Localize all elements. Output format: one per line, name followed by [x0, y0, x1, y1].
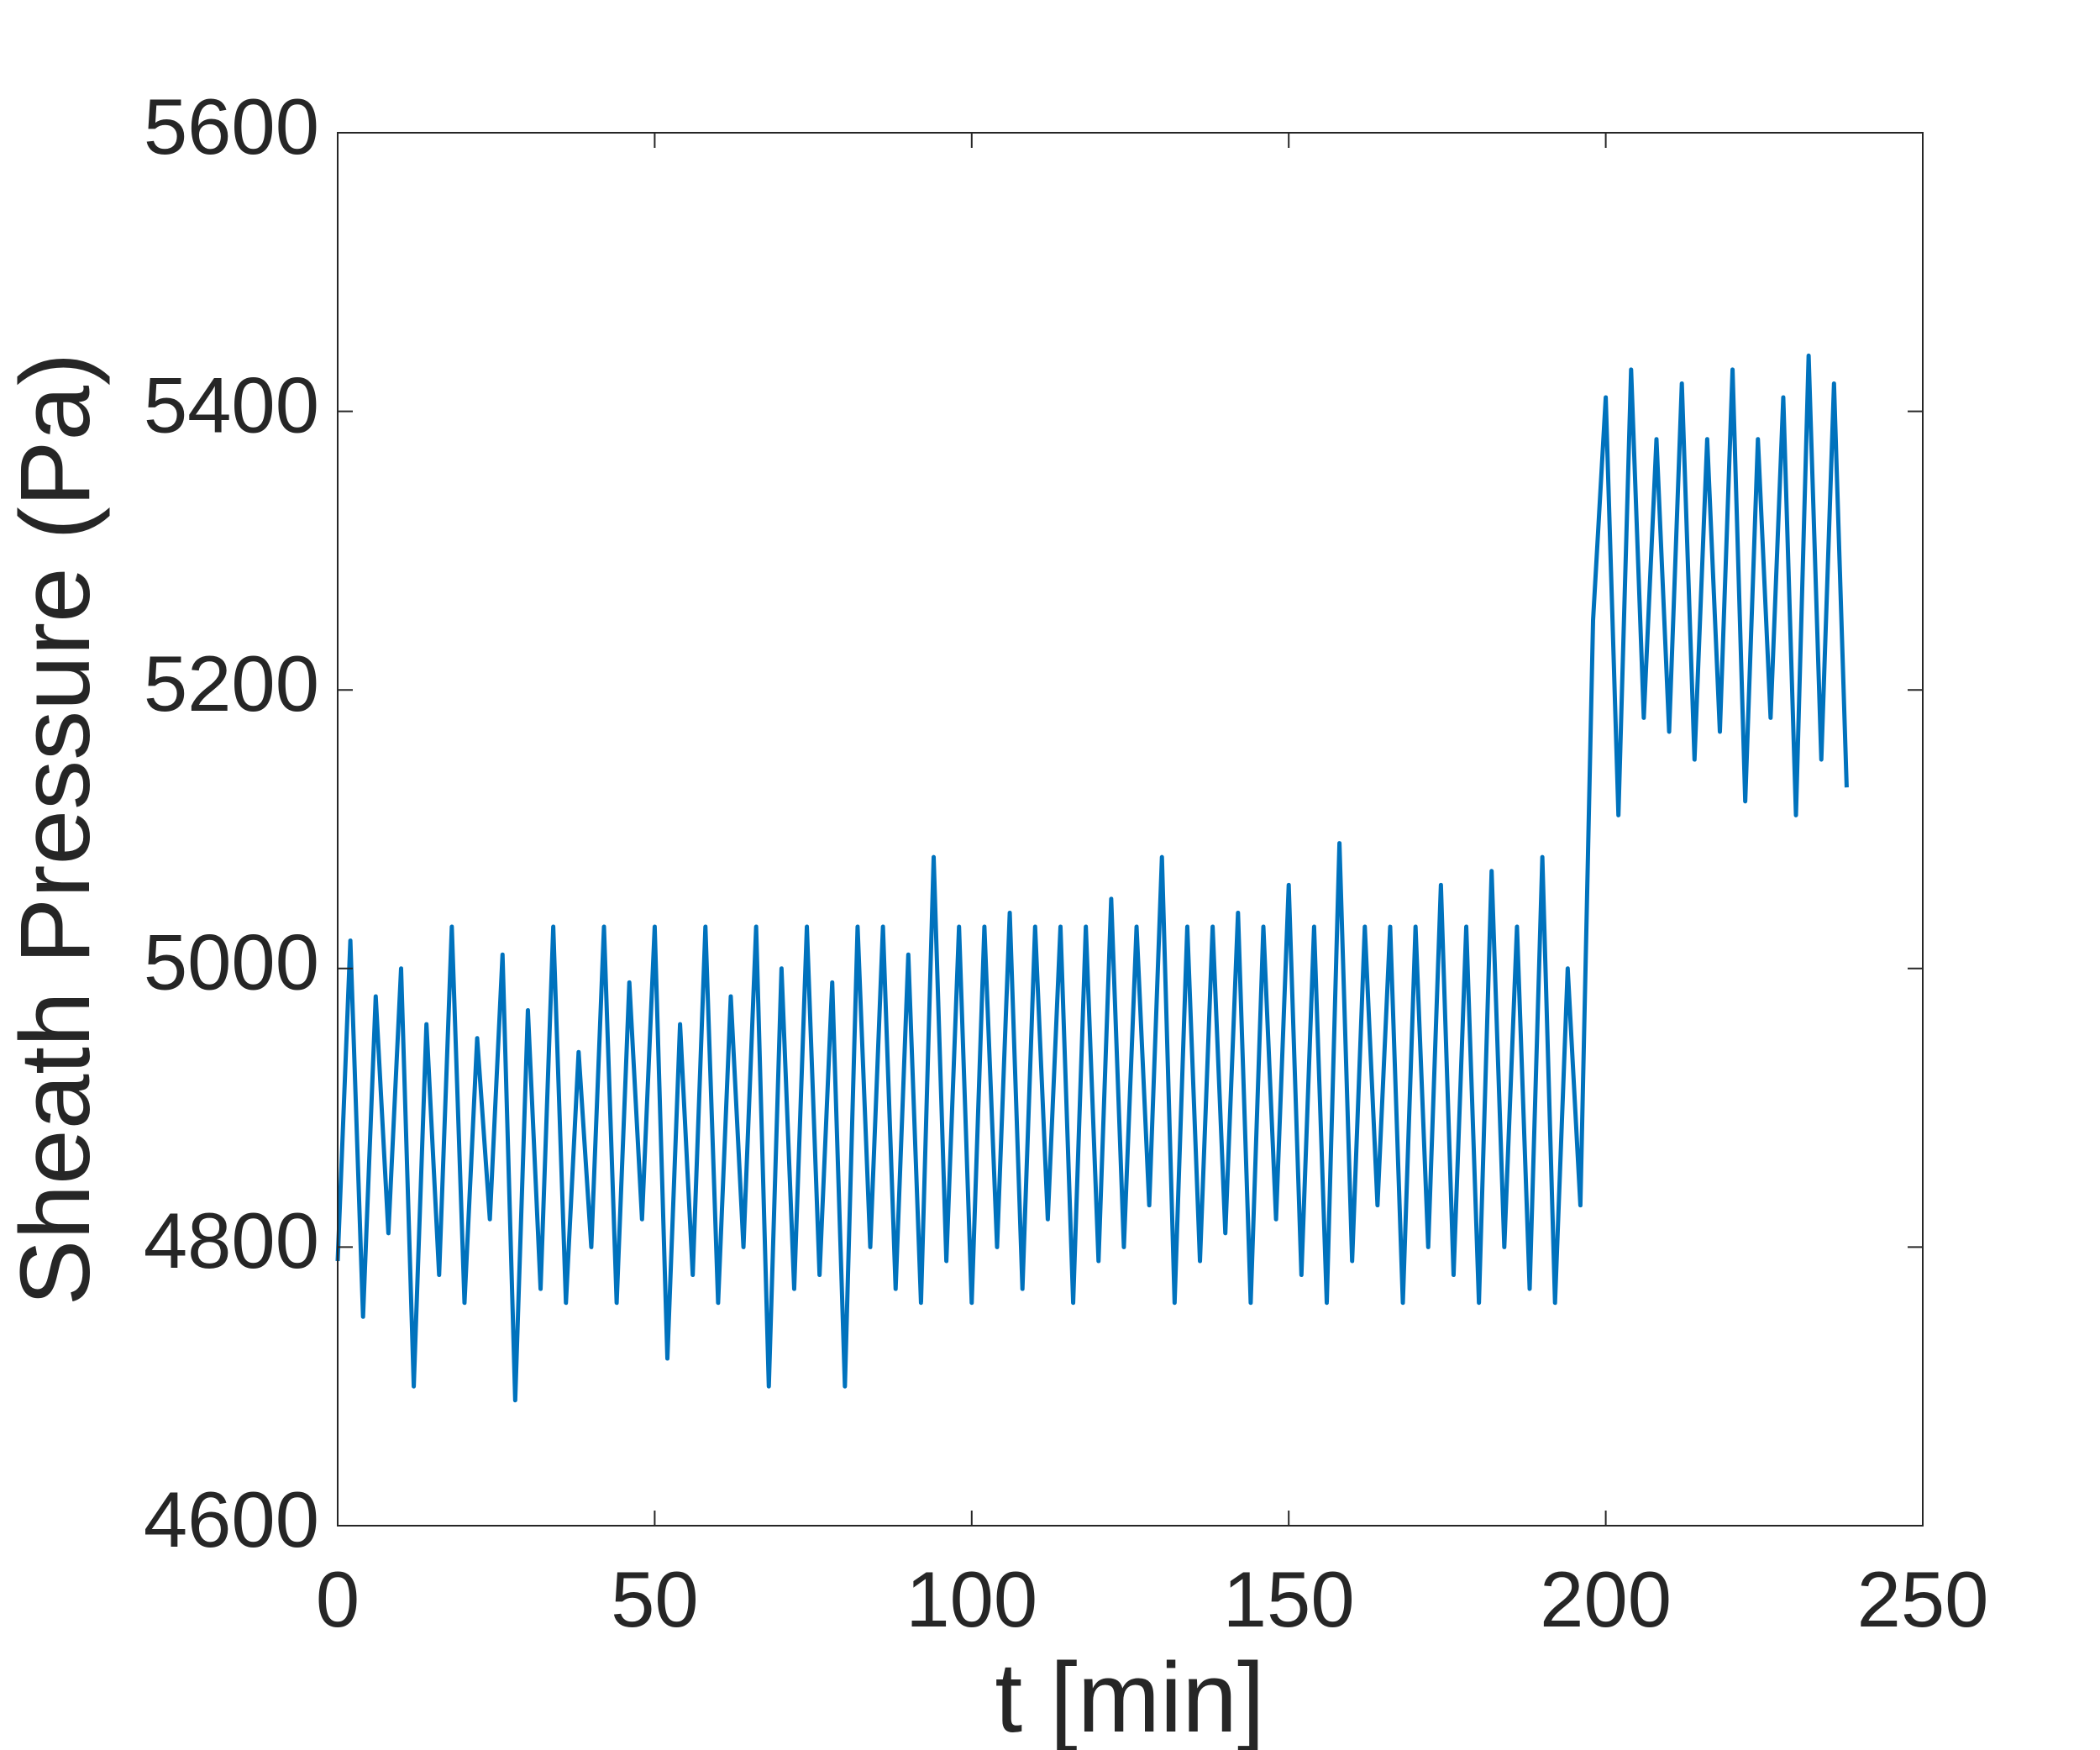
x-tick-label: 200	[1540, 1555, 1672, 1643]
y-tick-label: 5600	[144, 82, 319, 171]
y-tick-label: 4800	[144, 1196, 319, 1285]
y-tick-label: 5400	[144, 360, 319, 449]
x-tick-label: 0	[316, 1555, 360, 1643]
data-line	[335, 353, 1849, 1403]
y-tick-label: 5200	[144, 639, 319, 728]
plot-frame	[337, 132, 1924, 1527]
y-tick-label: 4600	[144, 1475, 319, 1563]
x-tick-label: 50	[611, 1555, 699, 1643]
x-tick-label: 100	[906, 1555, 1037, 1643]
x-tick-label: 150	[1223, 1555, 1355, 1643]
y-tick-label: 5000	[144, 918, 319, 1006]
y-axis-label: Sheath Pressure (Pa)	[0, 353, 111, 1306]
x-tick-label: 250	[1857, 1555, 1989, 1643]
x-axis-label: t [min]	[995, 1642, 1264, 1750]
